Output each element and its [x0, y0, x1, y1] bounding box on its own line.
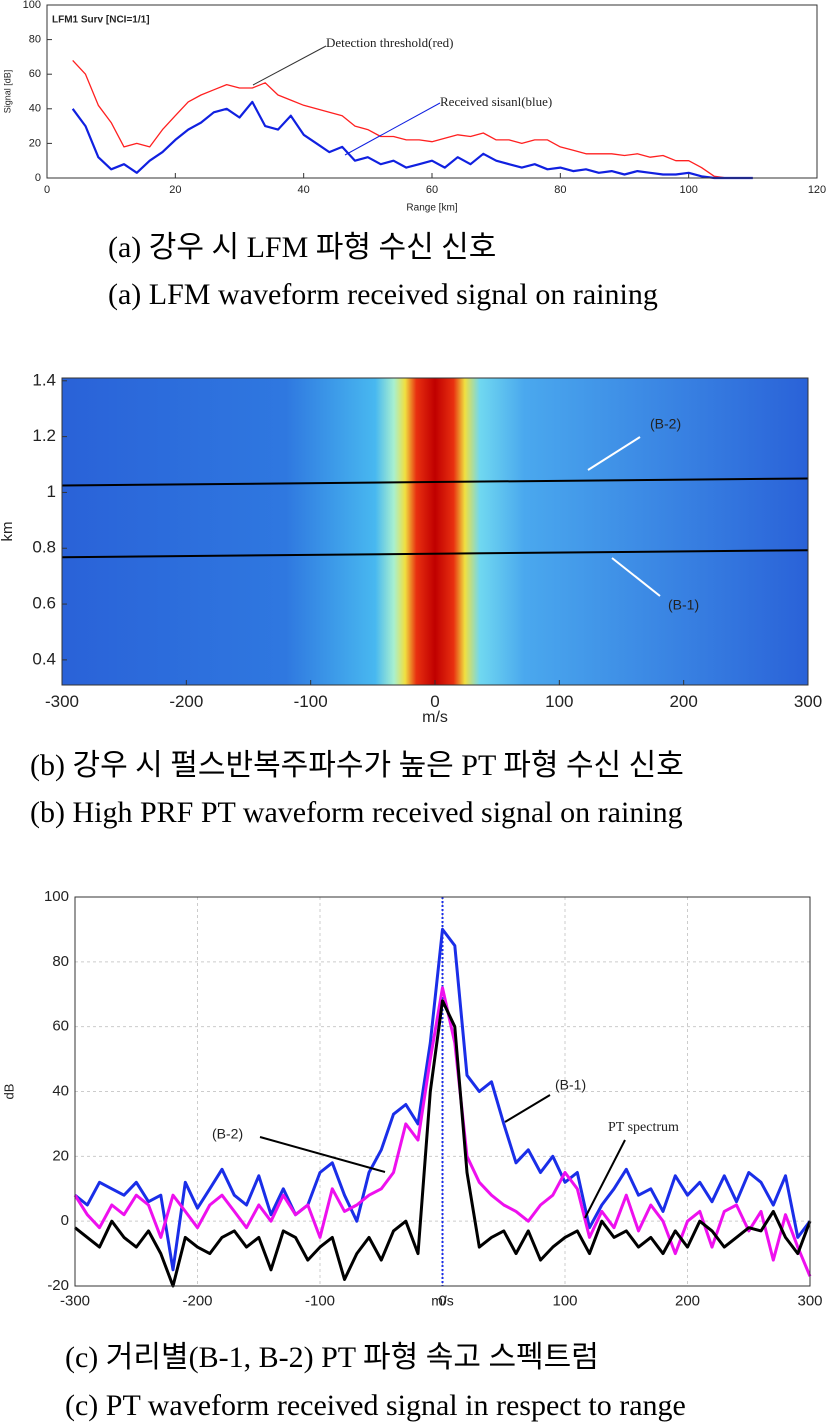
y-tick-label: 0.4: [32, 649, 56, 668]
x-tick-label: 40: [298, 184, 310, 196]
x-tick-label: 300: [794, 692, 822, 711]
annotation-arrow: [504, 1094, 551, 1123]
y-tick-label: 20: [52, 1147, 69, 1164]
plot-frame: [46, 4, 818, 179]
x-axis-label: m/s: [431, 1293, 454, 1309]
heatmap: [62, 378, 808, 685]
y-tick-label: 80: [52, 953, 69, 970]
series-line: [73, 986, 812, 1277]
x-axis-label: Range [km]: [406, 203, 457, 214]
x-tick-label: -100: [294, 692, 328, 711]
y-tick-label: 60: [52, 1018, 69, 1035]
y-tick-label: 1.4: [32, 370, 56, 389]
annotation: (B-1): [668, 597, 699, 613]
annotation-arrow: [344, 102, 441, 156]
x-tick-label: 0: [430, 692, 439, 711]
x-tick-label: 120: [808, 184, 826, 196]
x-tick-label: -300: [60, 1292, 90, 1309]
x-tick-label: 20: [169, 184, 181, 196]
y-tick-label: 0: [61, 1212, 69, 1229]
y-tick-label: 0: [35, 172, 41, 184]
y-tick-label: 40: [52, 1082, 69, 1099]
x-axis-label: m/s: [422, 709, 448, 726]
chart-title: LFM1 Surv [NCI=1/1]: [52, 15, 150, 26]
plot-frame: [74, 896, 811, 1287]
x-tick-label: 0: [438, 1292, 446, 1309]
x-tick-label: -100: [305, 1292, 335, 1309]
annotation: Received sisanl(blue): [440, 94, 552, 109]
y-axis-label: dB: [1, 1084, 16, 1100]
caption: (b) 강우 시 펄스반복주파수가 높은 PT 파형 수신 신호: [30, 749, 684, 782]
annotation: Detection threshold(red): [326, 35, 453, 50]
y-tick-label: 0.6: [32, 594, 56, 613]
y-tick-label: 1: [47, 482, 56, 501]
x-tick-label: -300: [45, 692, 79, 711]
series-line: [74, 927, 812, 1272]
annotation-arrow: [252, 45, 327, 86]
annotation: PT spectrum: [608, 1120, 679, 1135]
y-tick-label: 0.8: [32, 538, 56, 557]
x-tick-label: 100: [545, 692, 573, 711]
x-tick-label: 100: [552, 1292, 577, 1309]
caption: (a) LFM waveform received signal on rain…: [108, 278, 658, 311]
annotation-arrow: [611, 557, 661, 597]
series-line: [61, 477, 809, 487]
x-tick-label: 60: [426, 184, 438, 196]
x-tick-label: 300: [797, 1292, 822, 1309]
annotation-arrow: [587, 436, 641, 471]
caption: (a) 강우 시 LFM 파형 수신 신호: [108, 231, 496, 264]
caption: (b) High PRF PT waveform received signal…: [30, 796, 683, 829]
y-tick-label: 60: [29, 68, 41, 80]
y-tick-label: 80: [29, 34, 41, 46]
x-tick-label: 0: [44, 184, 50, 196]
x-tick-label: 80: [554, 184, 566, 196]
x-tick-label: -200: [169, 692, 203, 711]
series-line: [74, 999, 812, 1288]
annotation: (B-2): [212, 1126, 243, 1142]
x-tick-label: -200: [182, 1292, 212, 1309]
annotation-arrow: [584, 1139, 626, 1219]
y-tick-label: 1.2: [32, 426, 56, 445]
x-tick-label: 100: [679, 184, 697, 196]
annotation-arrow: [259, 1136, 386, 1173]
x-tick-label: 200: [669, 692, 697, 711]
annotation: (B-2): [650, 416, 681, 432]
series-line: [61, 549, 809, 559]
y-axis-label: km: [0, 522, 16, 542]
series-line: [71, 100, 753, 180]
series-line: [72, 59, 753, 179]
y-axis-label: Signal [dB]: [2, 70, 12, 114]
plot-frame: [61, 377, 809, 686]
y-tick-label: 100: [44, 888, 69, 905]
annotation: (B-1): [555, 1077, 586, 1093]
y-tick-label: 40: [29, 103, 41, 115]
caption: (c) PT waveform received signal in respe…: [65, 1389, 686, 1422]
y-tick-label: 20: [29, 137, 41, 149]
x-tick-label: 200: [675, 1292, 700, 1309]
caption: (c) 거리별(B-1, B-2) PT 파형 속고 스펙트럼: [65, 1341, 599, 1374]
y-tick-label: 100: [23, 0, 41, 11]
y-tick-label: -20: [47, 1277, 69, 1294]
